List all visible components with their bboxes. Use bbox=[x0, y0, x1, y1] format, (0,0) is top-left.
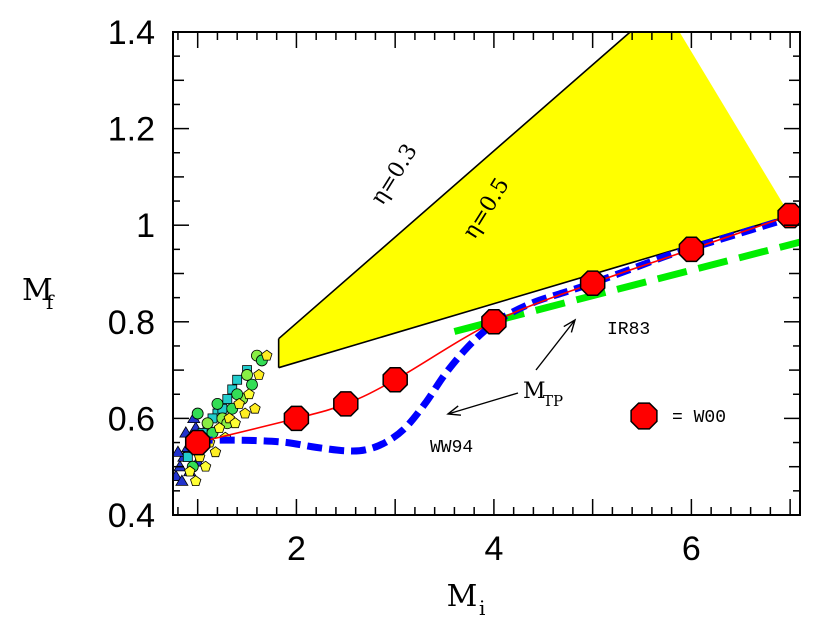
mtp-label: M bbox=[523, 379, 546, 404]
observation-circle bbox=[231, 388, 244, 401]
series-ir83-line bbox=[453, 238, 800, 335]
observation-triangle bbox=[173, 445, 185, 457]
x-axis-label-sub: i bbox=[479, 596, 485, 620]
y-tick-label: 1 bbox=[136, 207, 155, 245]
mtp-arrow-ww94-shaft bbox=[447, 392, 519, 415]
observation-circle bbox=[201, 417, 214, 430]
mass-loss-band bbox=[278, 32, 791, 368]
x-tick-label: 6 bbox=[682, 530, 701, 568]
w00-point bbox=[184, 429, 211, 456]
mtp-arrow-ir83-head bbox=[563, 318, 577, 333]
mass-loss-band-layer bbox=[277, 32, 791, 369]
x-tick-label: 2 bbox=[287, 530, 306, 568]
axes-frame-layer: 2 4 60.40.60.811.21.4M iMf bbox=[22, 14, 801, 620]
observation-triangle bbox=[175, 474, 189, 486]
observation-pentagon bbox=[243, 388, 255, 400]
mtp-arrow-ir83-shaft bbox=[535, 319, 576, 371]
observation-pentagon bbox=[209, 446, 222, 458]
y-tick-label: 1.2 bbox=[108, 111, 155, 149]
observation-circle bbox=[211, 398, 224, 410]
mtp-label-sub: TP bbox=[543, 392, 563, 410]
observation-pentagon bbox=[229, 417, 241, 429]
legend-w00-marker bbox=[630, 402, 658, 430]
ir83-label: IR83 bbox=[607, 320, 650, 340]
observation-pentagon bbox=[190, 475, 202, 487]
series-ww94-line bbox=[197, 214, 792, 455]
observation-square bbox=[182, 452, 193, 462]
legend-w00-label: = W00 bbox=[672, 408, 726, 428]
ww94-label: WW94 bbox=[430, 438, 473, 458]
y-axis-label-sub: f bbox=[46, 290, 55, 314]
observation-pentagon bbox=[213, 422, 226, 433]
observation-pentagon bbox=[239, 407, 251, 419]
band-upper-edge bbox=[278, 32, 631, 340]
mtp-arrow-ww94-head bbox=[446, 405, 462, 416]
y-tick-label: 0.6 bbox=[108, 400, 155, 438]
eta-upper-label: η=0.3 bbox=[366, 140, 422, 210]
x-tick-label: 4 bbox=[484, 530, 503, 568]
observation-circle bbox=[191, 407, 204, 420]
observation-pentagon bbox=[233, 397, 245, 409]
observation-triangle bbox=[173, 459, 187, 472]
observation-pentagon bbox=[253, 368, 265, 380]
y-tick-label: 1.4 bbox=[108, 14, 155, 52]
w00-point bbox=[579, 270, 606, 296]
observation-pentagon bbox=[199, 460, 212, 472]
w00-markers-layer bbox=[184, 202, 800, 456]
w00-point bbox=[481, 309, 507, 335]
observation-square bbox=[232, 374, 243, 385]
observation-pentagon bbox=[249, 402, 261, 414]
observation-circle bbox=[241, 369, 253, 381]
w00-point bbox=[283, 405, 310, 432]
observation-pentagon bbox=[261, 349, 273, 361]
observation-square bbox=[222, 394, 233, 404]
w00-point bbox=[678, 236, 705, 263]
y-axis-label: M bbox=[22, 273, 53, 308]
observation-triangle bbox=[173, 469, 183, 481]
w00-point bbox=[777, 202, 800, 229]
y-tick-label: 0.8 bbox=[108, 304, 155, 342]
y-tick-label: 0.4 bbox=[108, 497, 155, 535]
w00-point bbox=[333, 391, 359, 417]
w00-point bbox=[382, 366, 408, 393]
observation-circle bbox=[246, 378, 258, 391]
observation-pentagon bbox=[184, 465, 196, 477]
x-axis-label: M bbox=[447, 579, 478, 614]
